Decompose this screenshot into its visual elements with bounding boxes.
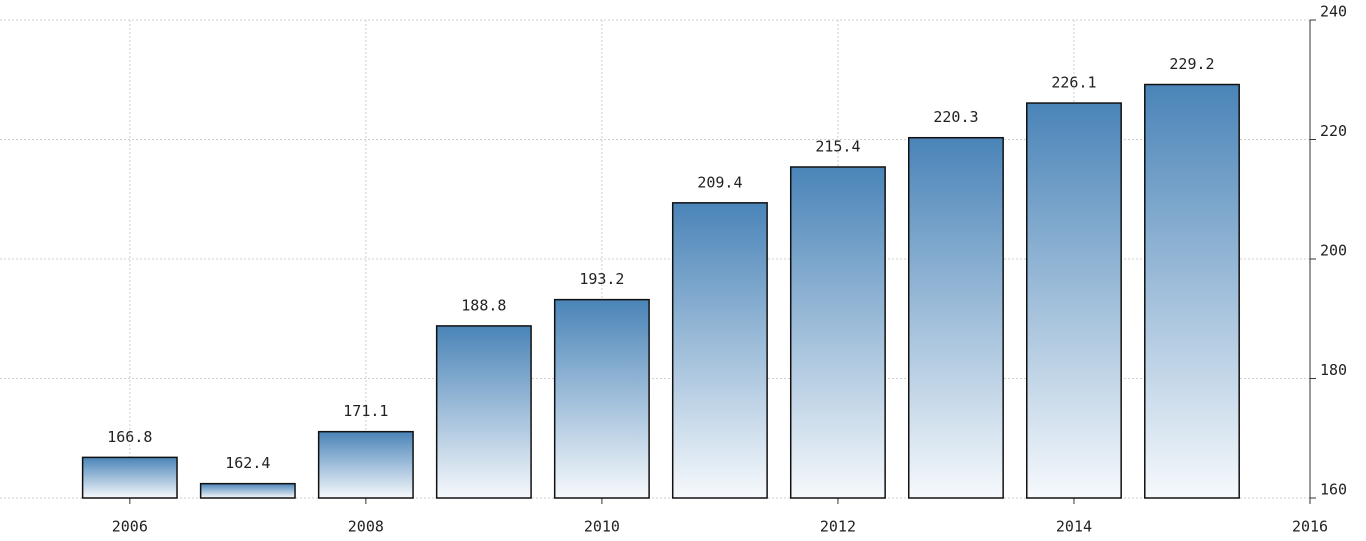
bar <box>199 482 296 499</box>
bar <box>1026 102 1122 499</box>
y-tick-label: 220 <box>1320 122 1347 140</box>
x-tick-label: 2012 <box>820 518 856 536</box>
y-tick-label: 200 <box>1320 242 1347 260</box>
bar <box>317 430 414 499</box>
value-label: 162.4 <box>225 454 270 472</box>
value-label: 226.1 <box>1051 74 1096 92</box>
value-label: 220.3 <box>933 108 978 126</box>
bar <box>789 166 886 499</box>
y-tick-label: 160 <box>1320 481 1347 499</box>
bar <box>907 136 1004 499</box>
x-tick-label: 2010 <box>584 518 620 536</box>
x-tick-label: 2014 <box>1056 518 1092 536</box>
value-label: 215.4 <box>815 137 860 155</box>
bar <box>1144 83 1240 499</box>
value-label: 209.4 <box>697 173 742 191</box>
bar <box>435 325 532 499</box>
value-label: 171.1 <box>343 402 388 420</box>
bar <box>553 298 650 499</box>
value-label: 166.8 <box>107 428 152 446</box>
value-label: 193.2 <box>579 270 624 288</box>
bar <box>671 202 768 499</box>
value-label: 188.8 <box>461 296 506 314</box>
x-tick-label: 2006 <box>112 518 148 536</box>
y-tick-label: 240 <box>1320 3 1347 21</box>
x-tick-label: 2008 <box>348 518 384 536</box>
x-tick-label: 2016 <box>1292 518 1328 536</box>
value-label: 229.2 <box>1169 55 1214 73</box>
bar <box>81 456 178 499</box>
y-tick-label: 180 <box>1320 361 1347 379</box>
